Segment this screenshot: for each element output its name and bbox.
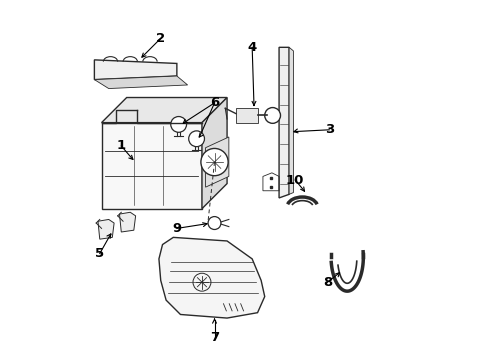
Polygon shape [205, 137, 229, 187]
Circle shape [208, 217, 221, 229]
Text: 4: 4 [247, 41, 257, 54]
Text: 3: 3 [325, 123, 334, 136]
Text: 2: 2 [156, 32, 165, 45]
Circle shape [171, 117, 187, 132]
Circle shape [265, 108, 280, 123]
Text: 5: 5 [95, 247, 104, 260]
Polygon shape [279, 47, 289, 198]
Polygon shape [120, 212, 136, 232]
Polygon shape [101, 98, 227, 123]
Polygon shape [95, 60, 177, 80]
Text: 7: 7 [210, 331, 219, 344]
Polygon shape [236, 108, 258, 123]
Polygon shape [289, 47, 294, 194]
Polygon shape [95, 76, 188, 89]
Polygon shape [202, 98, 227, 209]
Polygon shape [159, 237, 265, 318]
Text: 9: 9 [172, 222, 181, 235]
Circle shape [189, 131, 204, 147]
Polygon shape [98, 220, 114, 239]
Polygon shape [101, 123, 202, 209]
Text: 6: 6 [210, 96, 219, 109]
Circle shape [201, 148, 228, 176]
Text: 10: 10 [286, 174, 304, 186]
Text: 8: 8 [323, 276, 332, 289]
Text: 1: 1 [117, 139, 126, 152]
